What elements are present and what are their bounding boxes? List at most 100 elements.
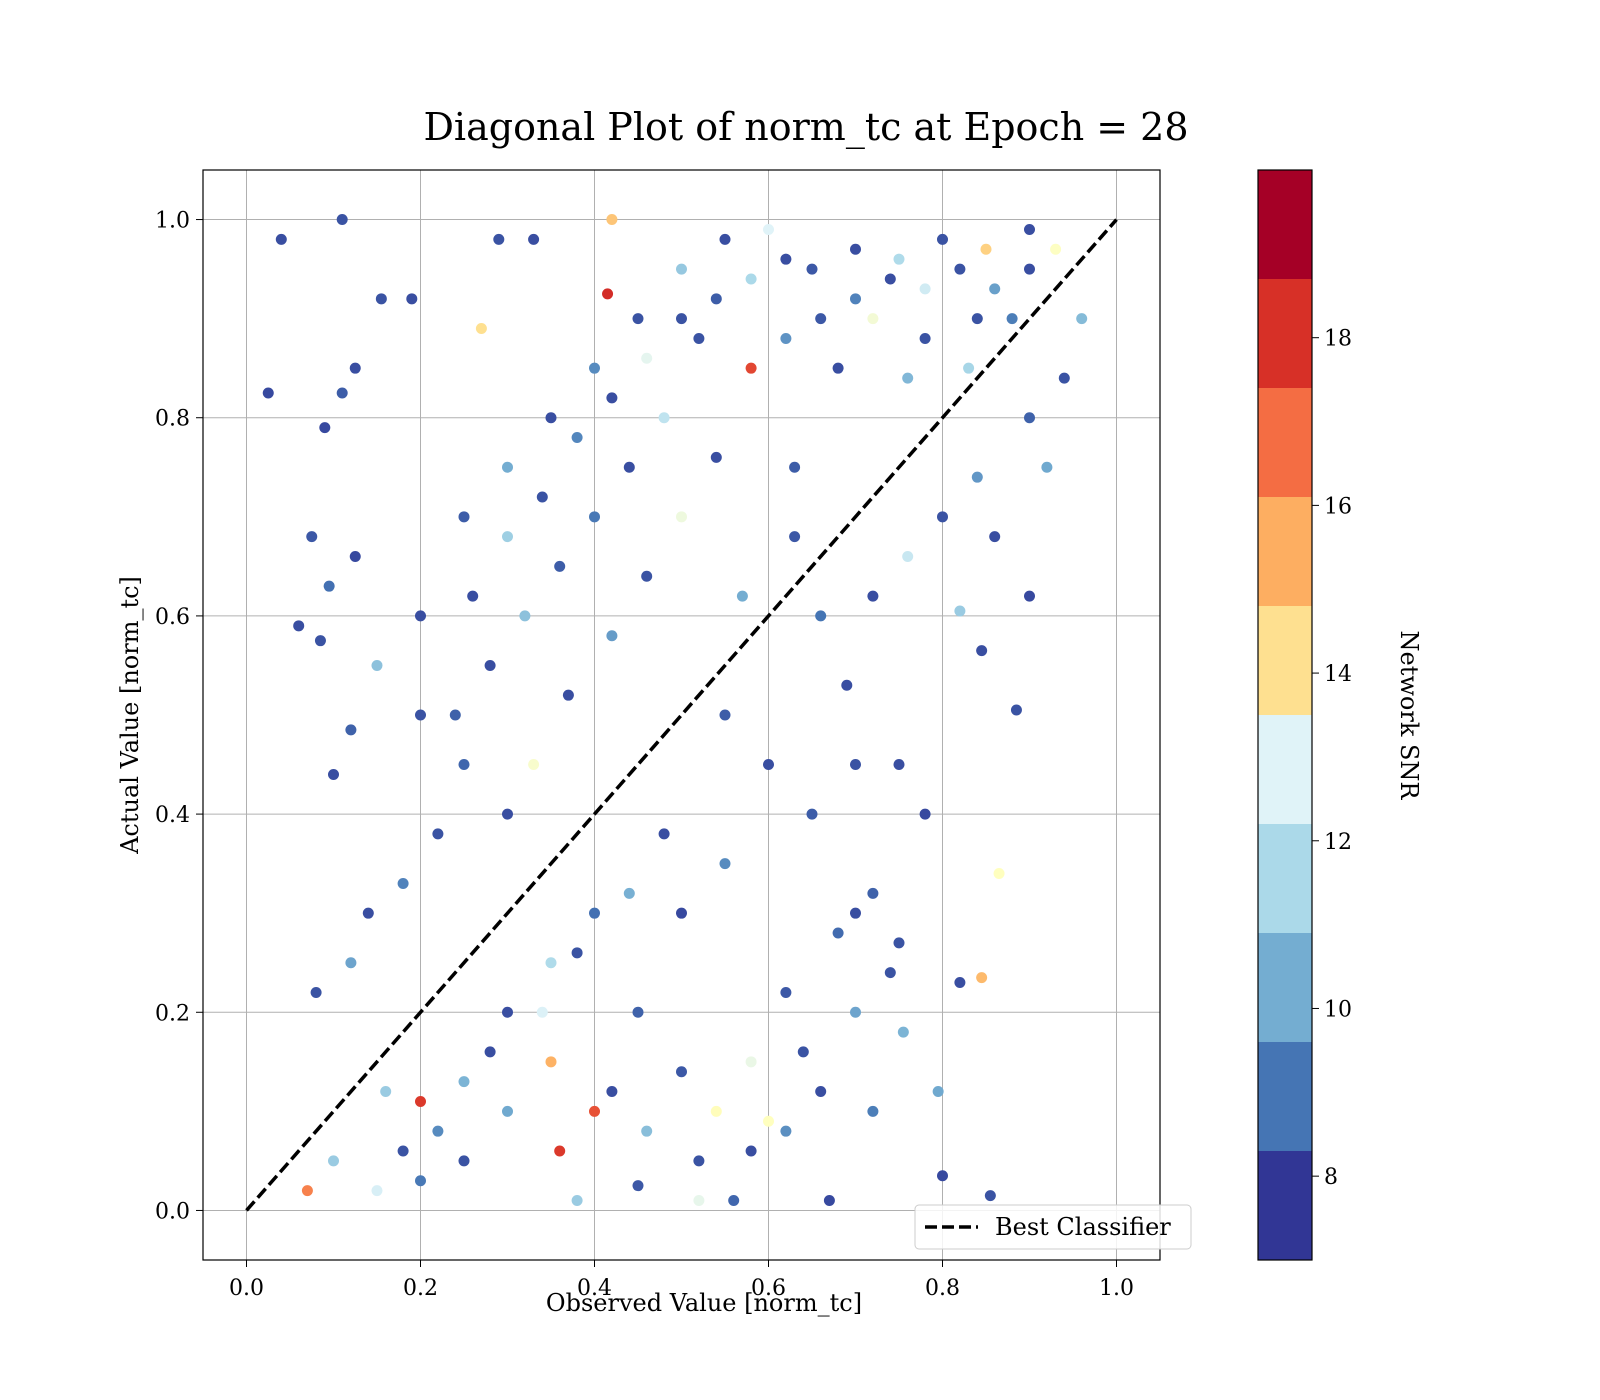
- scatter-point: [632, 1006, 644, 1018]
- scatter-point: [371, 659, 383, 671]
- scatter-point: [345, 724, 357, 736]
- scatter-point: [314, 635, 326, 647]
- scatter-point: [362, 907, 374, 919]
- scatter-point: [606, 392, 618, 404]
- scatter-point: [415, 610, 426, 622]
- scatter-point: [536, 1006, 548, 1018]
- scatter-point: [349, 550, 361, 562]
- scatter-point: [606, 630, 618, 642]
- colorbar-band: [1258, 170, 1312, 280]
- scatter-point: [589, 907, 600, 919]
- scatter-point: [658, 412, 670, 424]
- scatter-points: [262, 214, 1088, 1207]
- scatter-point: [545, 412, 557, 424]
- scatter-point: [554, 560, 566, 572]
- x-tick-label: 0.8: [925, 1276, 960, 1301]
- scatter-point: [980, 243, 992, 255]
- scatter-point: [458, 759, 470, 771]
- scatter-point: [919, 808, 931, 820]
- scatter-point: [932, 1086, 944, 1098]
- scatter-point: [349, 362, 361, 374]
- y-tick-label: 0.0: [155, 1199, 190, 1224]
- scatter-point: [475, 323, 487, 335]
- colorbar-band: [1258, 824, 1312, 934]
- scatter-point: [728, 1195, 740, 1207]
- scatter-point: [937, 511, 948, 523]
- scatter-point: [676, 1066, 687, 1078]
- scatter-point: [415, 1095, 426, 1107]
- scatter-point: [780, 1125, 792, 1137]
- scatter-point: [432, 828, 444, 840]
- scatter-point: [893, 253, 905, 265]
- colorbar-band: [1258, 715, 1312, 825]
- scatter-point: [937, 233, 948, 245]
- scatter-point: [345, 957, 357, 969]
- scatter-point: [641, 352, 653, 364]
- scatter-point: [954, 605, 966, 617]
- scatter-point: [736, 590, 748, 602]
- scatter-point: [867, 887, 879, 899]
- x-tick-label: 1.0: [1099, 1276, 1134, 1301]
- colorbar-band: [1258, 388, 1312, 498]
- scatter-point: [658, 828, 670, 840]
- colorbar: 8 10 12 14 16 18: [1257, 169, 1352, 1261]
- scatter-point: [954, 977, 966, 989]
- scatter-point: [841, 679, 853, 691]
- gridlines: [203, 170, 1160, 1260]
- scatter-point: [293, 620, 305, 632]
- scatter-point: [623, 461, 635, 473]
- x-axis-label: Observed Value [norm_tc]: [546, 1289, 862, 1317]
- scatter-point: [589, 1105, 600, 1117]
- scatter-point: [850, 293, 861, 305]
- legend-box: [914, 1204, 1192, 1250]
- scatter-point: [893, 759, 905, 771]
- scatter-point: [815, 610, 827, 622]
- scatter-point: [323, 580, 335, 592]
- scatter-point: [963, 362, 975, 374]
- scatter-point: [745, 273, 757, 285]
- scatter-point: [937, 1170, 948, 1182]
- scatter-point: [458, 1076, 470, 1088]
- scatter-point: [867, 1105, 879, 1117]
- scatter-point: [710, 1105, 722, 1117]
- scatter-point: [867, 313, 879, 325]
- scatter-point: [502, 1006, 513, 1018]
- scatter-point: [545, 957, 557, 969]
- scatter-point: [589, 511, 600, 523]
- colorbar-tick-label: 14: [1324, 662, 1352, 687]
- scatter-point: [493, 233, 505, 245]
- scatter-point: [745, 362, 757, 374]
- scatter-point: [458, 511, 470, 523]
- scatter-point: [1076, 313, 1088, 325]
- scatter-point: [502, 808, 513, 820]
- scatter-point: [571, 947, 583, 959]
- scatter-point: [676, 907, 687, 919]
- scatter-point: [850, 907, 861, 919]
- scatter-point: [884, 273, 896, 285]
- scatter-point: [989, 531, 1001, 543]
- scatter-point: [954, 263, 966, 275]
- scatter-point: [850, 1006, 861, 1018]
- scatter-point: [780, 986, 792, 998]
- scatter-point: [632, 1180, 644, 1192]
- scatter-point: [1024, 223, 1035, 235]
- scatter-point: [571, 1195, 583, 1207]
- scatter-point: [528, 759, 540, 771]
- best-classifier-line: [245, 218, 1118, 1212]
- scatter-point: [632, 313, 644, 325]
- scatter-point: [306, 531, 318, 543]
- scatter-point: [676, 511, 687, 523]
- scatter-point: [832, 362, 844, 374]
- x-tick-label: 0.4: [577, 1276, 612, 1301]
- colorbar-band: [1258, 497, 1312, 607]
- scatter-point: [458, 1155, 470, 1167]
- scatter-point: [693, 332, 705, 344]
- scatter-point: [562, 689, 574, 701]
- scatter-point: [519, 610, 531, 622]
- scatter-point: [606, 1086, 618, 1098]
- scatter-point: [893, 937, 905, 949]
- colorbar-band: [1258, 933, 1312, 1043]
- scatter-point: [745, 1056, 757, 1068]
- scatter-point: [815, 1086, 827, 1098]
- scatter-point: [502, 531, 513, 543]
